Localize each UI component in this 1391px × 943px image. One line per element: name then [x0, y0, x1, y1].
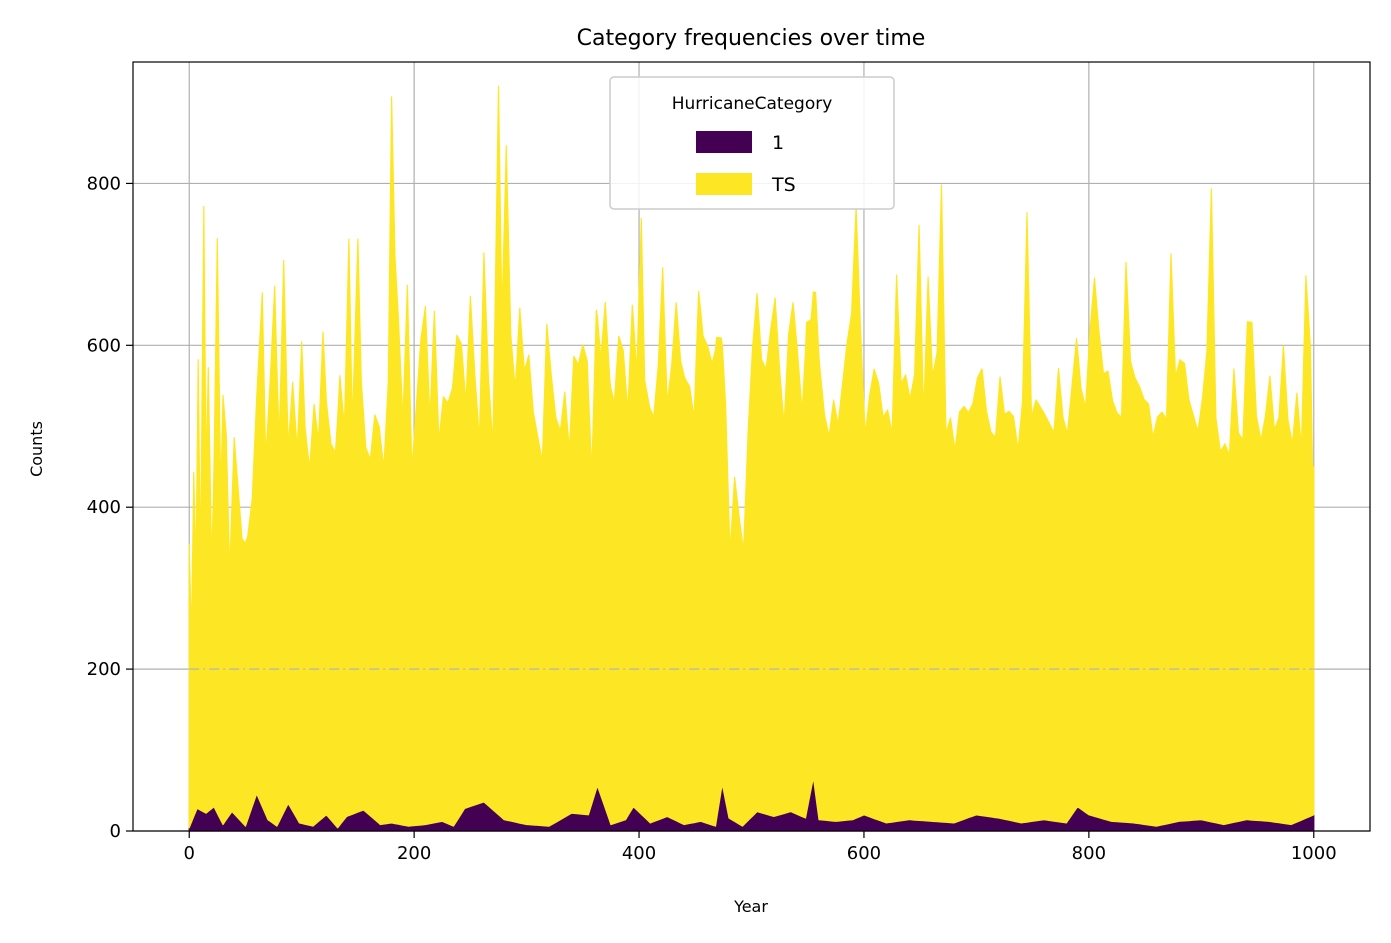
legend-title: HurricaneCategory: [672, 94, 833, 114]
y-tick-label: 200: [87, 659, 121, 680]
y-tick-label: 400: [87, 497, 121, 518]
legend-swatch-ts: [696, 173, 752, 195]
area-series-ts: [188, 85, 1315, 829]
plot-frame: [132, 61, 1371, 832]
chart-title: Category frequencies over time: [577, 26, 926, 51]
x-tick-label: 400: [622, 843, 656, 864]
x-tick-label: 600: [847, 843, 881, 864]
x-tick-label: 200: [397, 843, 431, 864]
axis-ticks: 0 200 400 600 800 1000 0 200 400 600 800: [87, 173, 1337, 864]
legend-label-ts: TS: [771, 174, 796, 196]
y-axis-label: Counts: [27, 421, 46, 477]
x-tick-label: 1000: [1291, 843, 1337, 864]
x-axis-label: Year: [733, 897, 768, 916]
y-tick-label: 0: [110, 821, 121, 842]
x-tick-label: 0: [184, 843, 195, 864]
x-tick-label: 800: [1072, 843, 1106, 864]
legend: HurricaneCategory 1 TS: [609, 76, 895, 210]
legend-entries: 1 TS: [696, 131, 796, 196]
y-tick-label: 600: [87, 335, 121, 356]
legend-label-1: 1: [772, 132, 784, 154]
y-tick-label: 800: [87, 173, 121, 194]
legend-swatch-1: [696, 131, 752, 153]
